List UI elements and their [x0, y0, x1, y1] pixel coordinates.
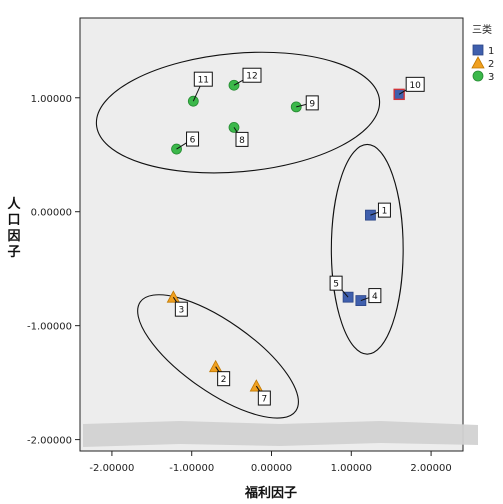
point-labels: 1 4 5 10 3 2 7 6 11 12 8 9	[172, 67, 425, 406]
legend: 三类 1 2 3	[471, 23, 494, 83]
y-tick-label: -2.00000	[27, 436, 72, 447]
point-label-box-2	[217, 371, 231, 387]
point-label-1: 1	[382, 207, 388, 217]
y-axis-title-text: 人口因子	[7, 196, 21, 260]
cluster-outlines	[95, 51, 404, 419]
point-label-4: 4	[372, 292, 378, 302]
point-label-box-3	[174, 301, 188, 317]
point-label-box-6	[186, 131, 200, 147]
x-tick-label: -2.00000	[89, 463, 134, 474]
point-label-box-1	[377, 202, 391, 218]
y-axis-title: 人口因子	[7, 196, 21, 260]
point-label-box-9	[305, 95, 319, 111]
y-tick-label: 1.00000	[31, 94, 72, 105]
plot-area	[79, 17, 464, 452]
point-label-11: 11	[198, 76, 209, 86]
point-label-box-4	[368, 288, 382, 304]
data-point-2	[208, 359, 223, 373]
legend-title: 三类	[472, 23, 492, 36]
y-tick-label: 0.00000	[31, 208, 72, 219]
x-tick-label: -1.00000	[169, 463, 214, 474]
y-tick-label: -1.00000	[27, 322, 72, 333]
point-label-box-7	[257, 390, 271, 406]
legend-label-3: 3	[488, 72, 494, 83]
cluster-outline-1	[330, 143, 404, 355]
legend-marker-2	[471, 56, 485, 69]
point-label-2: 2	[221, 375, 227, 385]
point-label-6: 6	[190, 136, 196, 146]
legend-label-2: 2	[488, 59, 494, 70]
point-label-box-11	[193, 71, 213, 87]
point-label-9: 9	[309, 99, 315, 109]
point-label-box-5	[329, 275, 343, 291]
legend-marker-3	[472, 70, 484, 82]
x-axis-title: 福利因子	[244, 485, 297, 501]
point-label-3: 3	[178, 306, 184, 316]
cluster-outline-2	[137, 294, 299, 419]
legend-label-1: 1	[488, 46, 494, 57]
point-label-10: 10	[409, 81, 421, 91]
data-point-8	[228, 121, 240, 133]
point-label-box-12	[242, 67, 262, 83]
point-label-box-8	[235, 131, 249, 147]
x-tick-label: 2.00000	[410, 463, 451, 474]
legend-marker-1	[472, 44, 484, 56]
point-label-5: 5	[333, 280, 339, 290]
point-label-8: 8	[239, 136, 245, 146]
cluster-outline-3	[95, 51, 381, 174]
data-point-3	[166, 290, 181, 303]
x-tick-label: 0.00000	[251, 463, 292, 474]
data-point-7	[249, 379, 264, 392]
point-label-12: 12	[246, 72, 257, 82]
point-label-7: 7	[261, 395, 267, 405]
x-tick-label: 1.00000	[331, 463, 372, 474]
smudge-band	[83, 421, 478, 447]
point-label-box-10	[405, 76, 425, 92]
axis-ticks: -2.00000 -1.00000 0.00000 1.00000 2.00000 -2.…	[27, 94, 452, 474]
